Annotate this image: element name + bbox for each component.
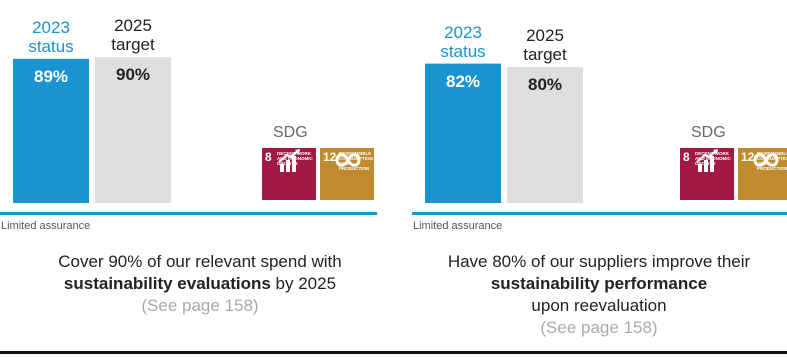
bar-value-label: 89%	[33, 66, 69, 86]
growth-chart-icon	[696, 149, 718, 172]
sdg-number: 12	[741, 150, 755, 164]
kpi-description: Have 80% of our suppliers improve their s…	[409, 251, 787, 339]
category-label-line: 2025	[526, 26, 564, 45]
sdg-number: 12	[323, 150, 337, 164]
sdg-tile-12: 12Responsible consumption and production	[738, 148, 787, 200]
sdg-label: SDG	[273, 124, 308, 141]
description-text: by 2025	[270, 274, 337, 293]
category-label-line: status	[440, 41, 486, 61]
bar-2025-target	[507, 67, 583, 203]
category-label-line: 2023	[32, 17, 70, 37]
sdg-tile-12: 12Responsible consumption and production	[320, 148, 374, 200]
description-text: upon reevaluation	[531, 296, 667, 315]
description-line: Have 80% of our suppliers improve their	[409, 251, 787, 273]
category-label-line: target	[111, 35, 155, 55]
sdg-label: SDG	[691, 124, 726, 141]
chart-baseline-rule	[0, 212, 377, 215]
sdg-tile-8: 8Decent work and economic growth	[262, 148, 316, 200]
description-line: Cover 90% of our relevant spend with	[10, 251, 390, 273]
infinity-loop-icon	[753, 153, 779, 167]
description-line: sustainability evaluations by 2025	[10, 273, 390, 295]
description-highlight: sustainability evaluations	[63, 274, 271, 293]
description-line: sustainability performance	[409, 273, 787, 295]
bar-value-label: 80%	[527, 75, 563, 94]
kpi-panel-spend-evaluations: 2023 status 89% 2025 target 90% SDG 8 Decent wor…	[0, 0, 380, 350]
infinity-loop-icon	[335, 153, 361, 167]
category-label-line: status	[28, 36, 74, 56]
category-label: 2025 target	[507, 26, 583, 64]
page-reference: (See page 158)	[540, 318, 658, 337]
category-label-line: target	[523, 45, 567, 64]
bar-2023-status	[13, 58, 89, 203]
category-label: 2023 status	[425, 23, 501, 61]
kpi-description: Cover 90% of our relevant spend with sust…	[10, 251, 390, 317]
description-line: upon reevaluation	[409, 295, 787, 317]
assurance-label: Limited assurance	[1, 220, 91, 232]
sdg-number: 8	[683, 150, 690, 164]
description-text: Cover 90% of our relevant spend with	[58, 252, 342, 271]
bar-2025-target	[95, 57, 171, 204]
category-label-line: 2025	[114, 16, 152, 36]
category-label-line: 2023	[444, 22, 482, 42]
bar-value-label: 82%	[445, 71, 481, 91]
bar-value-label: 90%	[115, 65, 151, 85]
bar-chart	[13, 57, 171, 204]
assurance-label: Limited assurance	[413, 220, 503, 232]
page-reference: (See page 158)	[141, 296, 259, 315]
description-text: Have 80% of our suppliers improve their	[447, 252, 751, 271]
kpi-panel-supplier-improvement: 2023 status 82% 2025 target 80% SDG 8 Decent wor…	[412, 0, 787, 350]
sdg-tile-8: 8Decent work and economic growth	[680, 148, 734, 200]
category-label: 2025 target	[95, 16, 171, 54]
bar-2023-status	[425, 63, 501, 203]
growth-chart-icon	[278, 149, 300, 172]
sdg-number: 8	[265, 150, 272, 164]
category-label: 2023 status	[13, 18, 89, 56]
description-highlight: sustainability performance	[490, 274, 708, 293]
bottom-divider	[0, 351, 787, 354]
bar-chart	[425, 63, 583, 203]
chart-baseline-rule	[412, 212, 787, 215]
